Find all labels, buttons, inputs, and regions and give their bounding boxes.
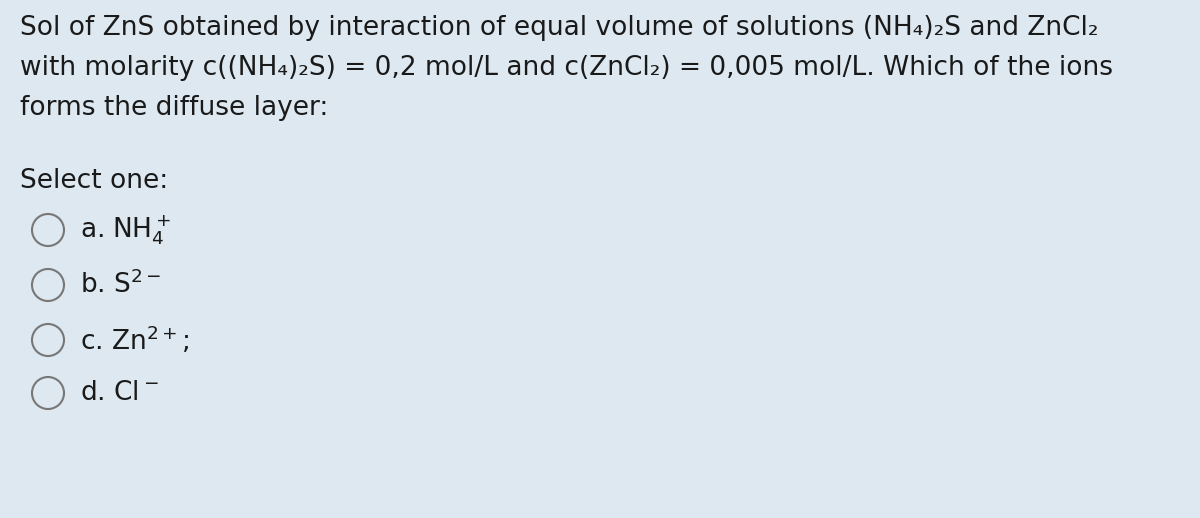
Text: b. S$^{2-}$: b. S$^{2-}$ [80,271,162,299]
Text: d. Cl$^-$: d. Cl$^-$ [80,380,158,406]
Text: Select one:: Select one: [20,168,168,194]
Text: Sol of ZnS obtained by interaction of equal volume of solutions (NH₄)₂S and ZnCl: Sol of ZnS obtained by interaction of eq… [20,15,1098,41]
Text: with molarity c((NH₄)₂S) = 0,2 mol/L and c(ZnCl₂) = 0,005 mol/L. Which of the io: with molarity c((NH₄)₂S) = 0,2 mol/L and… [20,55,1114,81]
Text: a. NH$_4^+$: a. NH$_4^+$ [80,213,170,247]
Text: c. Zn$^{2+}$;: c. Zn$^{2+}$; [80,324,190,356]
Text: forms the diffuse layer:: forms the diffuse layer: [20,95,329,121]
